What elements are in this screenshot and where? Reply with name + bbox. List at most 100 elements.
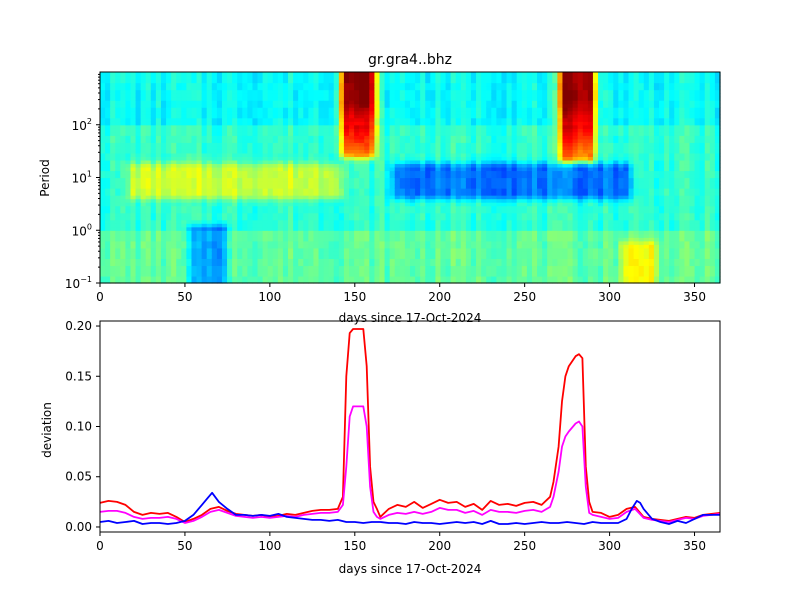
heatmap-cell [298, 251, 304, 256]
heatmap-cell [338, 279, 345, 284]
heatmap-cell [227, 86, 233, 91]
heatmap-cell [445, 145, 452, 150]
heatmap-cell [440, 93, 447, 98]
heatmap-cell [237, 145, 243, 150]
heatmap-cell [120, 216, 127, 221]
heatmap-cell [186, 107, 193, 112]
heatmap-cell [115, 170, 121, 175]
heatmap-cell [481, 114, 487, 119]
heatmap-cell [252, 121, 259, 126]
heatmap-cell [160, 272, 167, 277]
heatmap-cell [470, 100, 477, 105]
heatmap-cell [445, 275, 452, 281]
heatmap-cell [267, 100, 274, 105]
heatmap-cell [211, 170, 218, 175]
heatmap-cell [313, 247, 320, 252]
heatmap-cell [237, 261, 243, 267]
heatmap-cell [359, 96, 365, 101]
heatmap-cell [486, 89, 492, 94]
heatmap-cell [323, 142, 330, 147]
heatmap-cell [481, 107, 487, 112]
heatmap-cell [430, 198, 437, 203]
heatmap-cell [379, 159, 386, 165]
heatmap-cell [262, 233, 269, 238]
heatmap-cell [237, 114, 243, 119]
heatmap-cell [450, 195, 457, 200]
heatmap-cell [252, 159, 259, 165]
heatmap-cell [130, 184, 137, 189]
heatmap-cell [196, 184, 203, 189]
heatmap-cell [374, 188, 381, 193]
heatmap-cell [242, 272, 248, 277]
heatmap-cell [130, 198, 137, 203]
heatmap-cell [379, 152, 386, 157]
heatmap-cell [272, 173, 279, 179]
heatmap-cell [323, 205, 330, 210]
heatmap-cell [359, 279, 365, 284]
heatmap-cell [155, 184, 162, 189]
heatmap-cell [221, 117, 228, 122]
heatmap-cell [415, 212, 421, 217]
heatmap-cell [313, 212, 320, 217]
heatmap-cell [476, 135, 482, 140]
heatmap-cell [150, 188, 157, 193]
heatmap-cell [445, 247, 452, 252]
heatmap-cell [506, 131, 513, 136]
heatmap-cell [506, 79, 513, 84]
heatmap-cell [501, 226, 508, 231]
heatmap-cell [171, 100, 177, 105]
heatmap-cell [247, 114, 254, 119]
heatmap-cell [115, 131, 121, 136]
heatmap-cell [293, 156, 299, 161]
heatmap-cell [511, 138, 518, 143]
heatmap-cell [394, 135, 401, 140]
heatmap-cell [227, 131, 233, 136]
heatmap-cell [201, 275, 208, 281]
heatmap-cell [425, 107, 431, 112]
heatmap-cell [130, 247, 137, 252]
heatmap-cell [318, 159, 325, 165]
heatmap-cell [425, 124, 431, 129]
heatmap-cell [399, 177, 406, 182]
heatmap-cell [232, 212, 238, 217]
heatmap-cell [155, 216, 162, 221]
heatmap-cell [379, 86, 386, 91]
heatmap-cell [486, 212, 492, 217]
heatmap-cell [516, 159, 523, 165]
heatmap-cell [272, 145, 279, 150]
heatmap-cell [298, 93, 304, 98]
heatmap-cell [389, 82, 396, 87]
heatmap-cell [145, 93, 152, 98]
heatmap-cell [506, 124, 513, 129]
heatmap-cell [252, 244, 259, 249]
heatmap-cell [298, 209, 304, 214]
heatmap-cell [476, 86, 482, 91]
heatmap-cell [150, 275, 157, 281]
heatmap-cell [145, 152, 152, 157]
heatmap-cell [100, 177, 106, 182]
heatmap-cell [140, 254, 147, 259]
heatmap-cell [328, 261, 335, 267]
heatmap-cell [186, 166, 193, 172]
heatmap-cell [364, 124, 370, 129]
heatmap-cell [415, 198, 421, 203]
heatmap-cell [201, 114, 208, 119]
heatmap-cell [338, 244, 345, 249]
heatmap-cell [150, 251, 157, 256]
heatmap-cell [237, 128, 243, 133]
heatmap-cell [420, 138, 426, 143]
heatmap-cell [445, 135, 452, 140]
heatmap-cell [206, 212, 213, 217]
heatmap-cell [176, 240, 182, 245]
heatmap-cell [435, 205, 442, 210]
heatmap-cell [521, 272, 528, 277]
heatmap-cell [374, 202, 381, 207]
heatmap-cell [394, 198, 401, 203]
heatmap-cell [470, 237, 477, 242]
heatmap-cell [415, 166, 421, 172]
heatmap-cell [125, 209, 132, 214]
heatmap-cell [359, 121, 365, 126]
heatmap-cell [120, 170, 127, 175]
heatmap-cell [115, 240, 121, 245]
heatmap-cell [252, 237, 259, 242]
